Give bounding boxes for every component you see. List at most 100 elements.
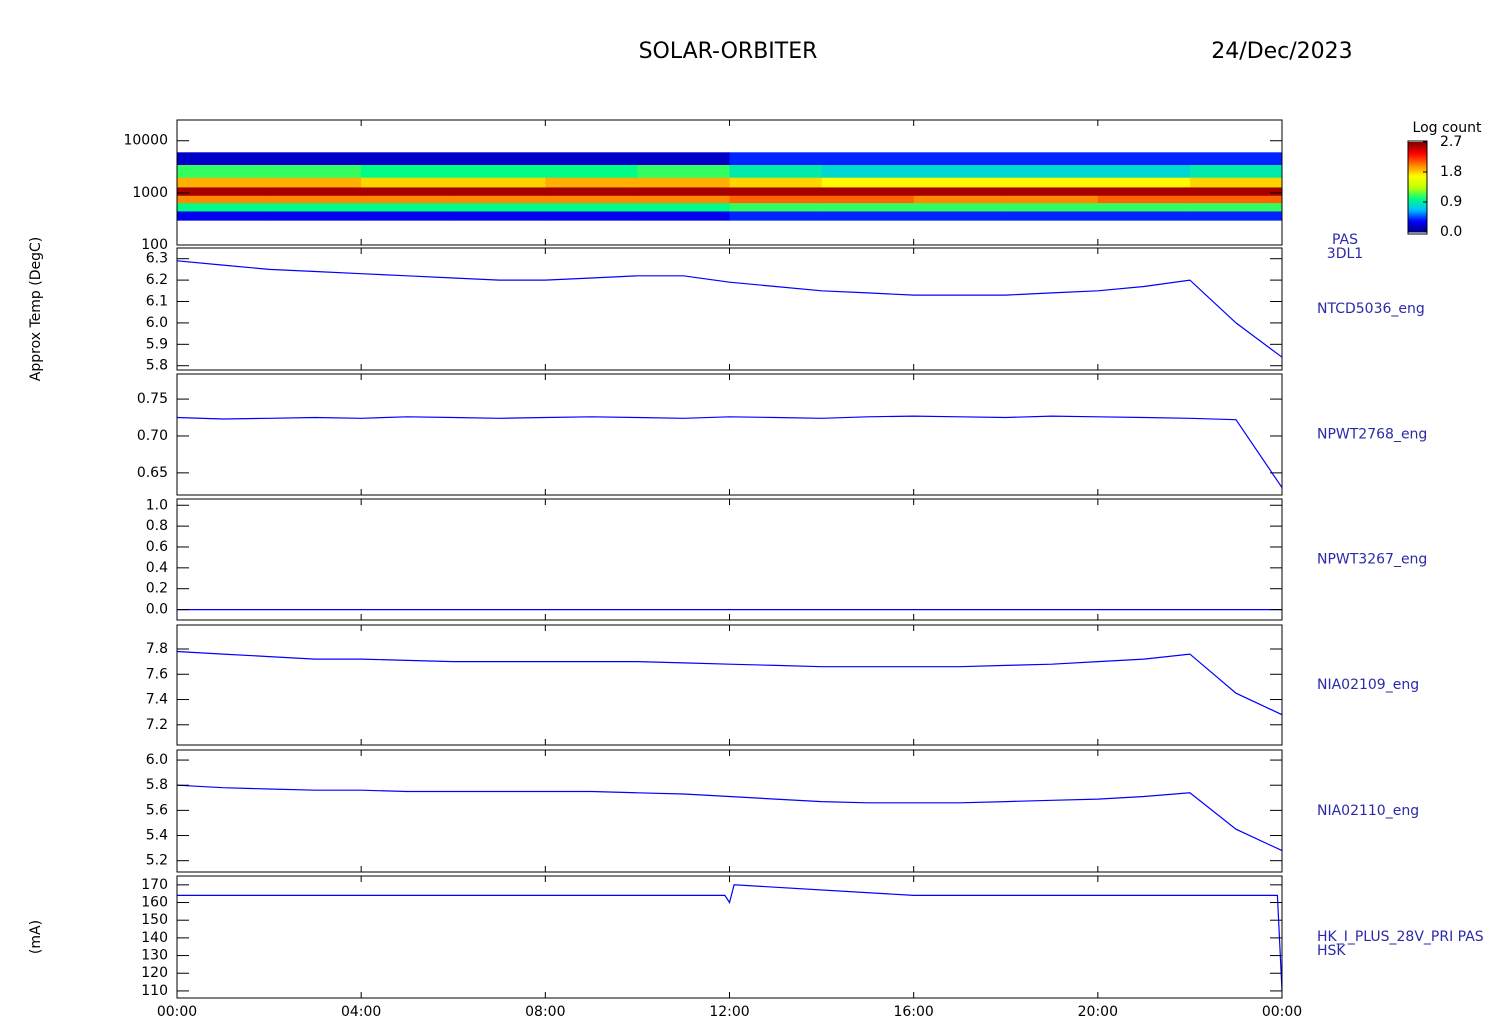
y-tick-label: 0.8 — [146, 518, 168, 534]
heat-cell — [1097, 164, 1191, 178]
y-tick-label: 0.75 — [137, 391, 168, 407]
colorbar-step — [1408, 224, 1427, 227]
x-tick-label: 20:00 — [1078, 1004, 1118, 1020]
colorbar-step — [1408, 188, 1427, 192]
heat-cell — [361, 202, 454, 212]
heat-cell — [269, 202, 362, 212]
y-tick-label: 5.8 — [146, 358, 168, 374]
panel-frame — [176, 247, 1283, 371]
y-tick-label: 7.8 — [146, 641, 168, 657]
heat-cell — [821, 152, 915, 166]
colorbar-frame — [1407, 140, 1428, 235]
heat-cell — [637, 210, 730, 221]
colorbar-tick-label: 0.0 — [1440, 224, 1462, 240]
heat-cell — [729, 152, 823, 166]
heat-cell — [729, 186, 823, 196]
colorbar-step — [1408, 220, 1427, 224]
heat-cell — [1005, 210, 1099, 221]
y-axis-label: (mA) — [28, 920, 44, 954]
heat-cell — [1189, 152, 1283, 166]
colorbar-step — [1408, 209, 1427, 212]
colorbar-step — [1408, 213, 1427, 216]
y-tick-label: 10000 — [123, 133, 168, 149]
colorbar-step — [1408, 164, 1427, 167]
heat-cell — [1097, 195, 1191, 204]
heat-cell — [913, 210, 1007, 221]
line — [176, 650, 1283, 716]
line — [176, 415, 1283, 488]
colorbar-tick-label: 0.9 — [1440, 194, 1462, 210]
y-tick-label: 6.3 — [146, 251, 168, 267]
y-tick-label: 7.2 — [146, 717, 168, 733]
heat-cell — [1097, 177, 1191, 188]
heat-cell — [545, 186, 638, 196]
colorbar-step — [1408, 226, 1427, 229]
heat-cell — [453, 210, 546, 221]
y-tick-label: 7.4 — [146, 692, 168, 708]
heat-cell — [1005, 202, 1099, 212]
y-tick-label: 6.1 — [146, 294, 168, 310]
heat-cell — [729, 195, 823, 204]
heat-cell — [821, 202, 915, 212]
y-tick-label: 6.0 — [146, 752, 168, 768]
colorbar-step — [1408, 173, 1427, 177]
heat-cell — [637, 202, 730, 212]
y-tick-label: 6.0 — [146, 315, 168, 331]
y-tick-label: 100 — [141, 237, 168, 253]
heat-cell — [913, 164, 1007, 178]
colorbar-step — [1408, 187, 1427, 190]
y-tick-label: 0.2 — [146, 581, 168, 597]
heat-cell — [269, 195, 362, 204]
panel-frame — [176, 498, 1283, 621]
colorbar-step — [1408, 175, 1427, 179]
y-tick-label: 150 — [141, 912, 168, 928]
heat-cell — [913, 186, 1007, 196]
colorbar-title: Log count — [1413, 120, 1482, 136]
heat-cell — [1005, 186, 1099, 196]
heat-cell — [637, 152, 730, 166]
heat-cell — [729, 164, 823, 178]
heat-cell — [361, 152, 454, 166]
colorbar-step — [1408, 143, 1427, 147]
y-tick-label: 5.9 — [146, 336, 168, 352]
y-tick-label: 0.4 — [146, 560, 168, 576]
heat-cell — [821, 164, 915, 178]
heat-cell — [1005, 152, 1099, 166]
colorbar-step — [1408, 215, 1427, 218]
colorbar-step — [1408, 230, 1427, 233]
y-axis-label: Approx Temp (DegC) — [28, 237, 44, 381]
y-tick-label: 0.70 — [137, 428, 168, 444]
y-tick-label: 130 — [141, 948, 168, 964]
heat-cell — [1189, 177, 1283, 188]
heat-cell — [177, 202, 270, 212]
heat-cell — [269, 152, 362, 166]
colorbar-step — [1408, 202, 1427, 205]
heat-cell — [453, 177, 546, 188]
series-label: PAS — [1332, 232, 1358, 248]
y-tick-label: 140 — [141, 930, 168, 946]
colorbar-step — [1408, 190, 1427, 194]
x-tick-label: 12:00 — [709, 1004, 749, 1020]
colorbar-step — [1408, 200, 1427, 203]
heat-cell — [269, 186, 362, 196]
series-label: 3DL1 — [1327, 246, 1363, 262]
y-tick-label: 5.6 — [146, 802, 168, 818]
colorbar-step — [1408, 153, 1427, 156]
heat-cell — [269, 164, 362, 178]
heat-cell — [361, 177, 454, 188]
colorbar-step — [1408, 160, 1427, 164]
y-tick-label: 160 — [141, 895, 168, 911]
x-tick-label: 16:00 — [893, 1004, 933, 1020]
series-label: HK_I_PLUS_28V_PRI PAS — [1317, 929, 1484, 945]
series-label: NIA02109_eng — [1317, 677, 1419, 693]
heat-cell — [545, 210, 638, 221]
heat-cell — [1097, 152, 1191, 166]
heat-cell — [821, 177, 915, 188]
colorbar-step — [1408, 177, 1427, 180]
x-tick-label: 00:00 — [1262, 1004, 1302, 1020]
line — [176, 784, 1283, 852]
series-label: NPWT3267_eng — [1317, 552, 1427, 568]
y-tick-label: 110 — [141, 983, 168, 999]
heat-cell — [729, 210, 823, 221]
colorbar-step — [1408, 203, 1427, 207]
